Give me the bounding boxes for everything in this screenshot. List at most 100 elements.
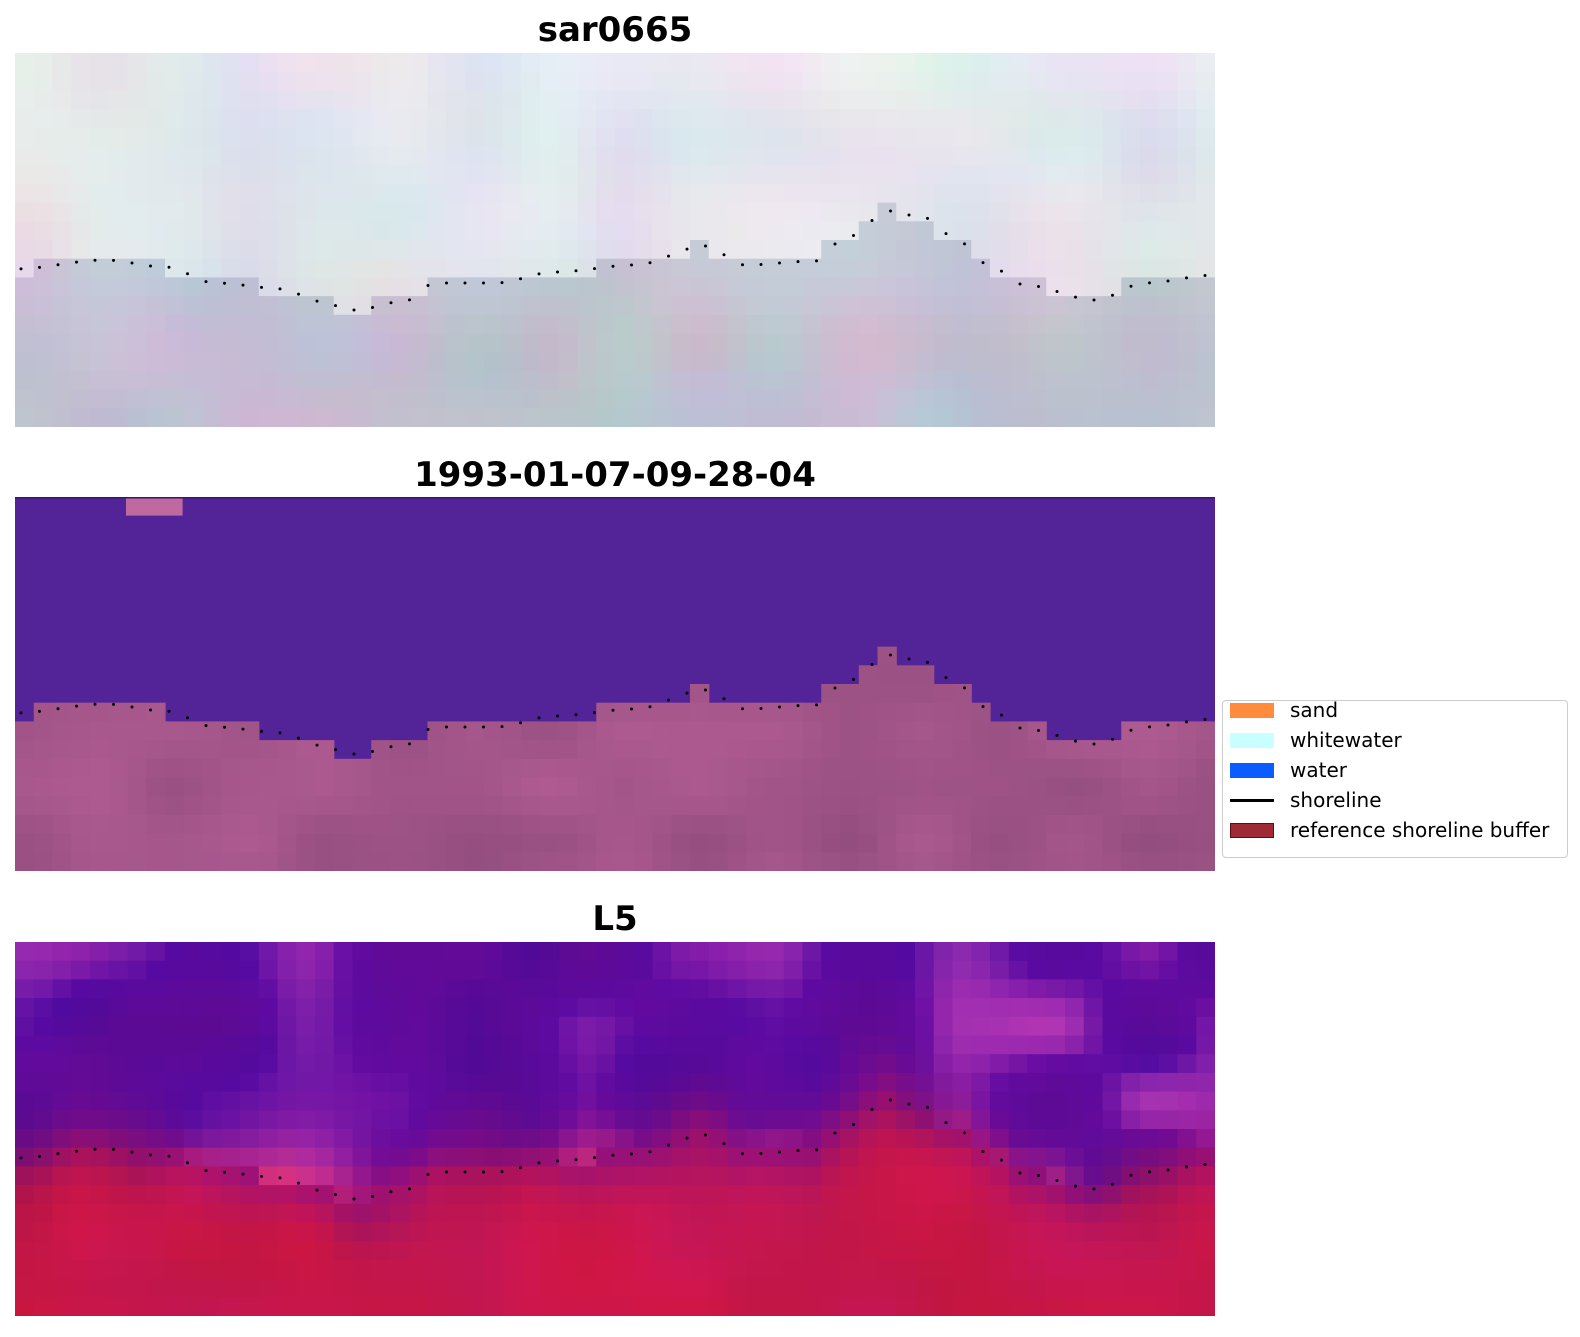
legend-label: whitewater bbox=[1290, 728, 1402, 752]
shoreline-point bbox=[445, 281, 448, 285]
shoreline-point bbox=[611, 1153, 615, 1157]
shoreline-point bbox=[186, 716, 189, 720]
legend-label: shoreline bbox=[1290, 788, 1382, 812]
shoreline-point bbox=[260, 729, 263, 733]
shoreline-point bbox=[556, 1159, 559, 1163]
shoreline-point bbox=[944, 232, 948, 236]
shoreline-point bbox=[926, 216, 929, 220]
shoreline-point bbox=[519, 1166, 522, 1170]
shoreline-point bbox=[833, 242, 837, 246]
legend-item-reference-buffer: reference shoreline buffer bbox=[1230, 817, 1549, 843]
shoreline-point bbox=[1037, 284, 1040, 288]
legend-label: sand bbox=[1290, 698, 1339, 722]
shoreline-point bbox=[223, 725, 226, 729]
shoreline-point bbox=[334, 304, 337, 308]
shoreline-point bbox=[204, 1169, 208, 1173]
shoreline-point bbox=[1092, 1187, 1096, 1191]
shoreline-point bbox=[112, 1147, 115, 1151]
shoreline-point bbox=[112, 258, 115, 262]
shoreline-point bbox=[352, 308, 356, 312]
shoreline-point bbox=[19, 711, 23, 715]
shoreline-point bbox=[389, 1190, 393, 1194]
shoreline-point bbox=[574, 269, 578, 273]
legend-item-water: water bbox=[1230, 757, 1347, 783]
shoreline-point bbox=[19, 267, 23, 271]
legend-label: reference shoreline buffer bbox=[1290, 818, 1550, 842]
shoreline-point bbox=[537, 272, 541, 276]
shoreline-dots bbox=[19, 653, 1207, 756]
shoreline-point bbox=[38, 265, 41, 269]
shoreline-point bbox=[371, 749, 374, 753]
shoreline-point bbox=[130, 261, 134, 265]
legend-label: water bbox=[1290, 758, 1347, 782]
water-swatch bbox=[1230, 762, 1274, 778]
shoreline-point bbox=[667, 698, 670, 702]
shoreline-point bbox=[722, 253, 726, 257]
shoreline-point bbox=[537, 1161, 541, 1165]
shoreline-point bbox=[1203, 1162, 1207, 1166]
shoreline-point bbox=[389, 301, 393, 305]
shoreline-point bbox=[889, 1098, 892, 1102]
shoreline-point bbox=[482, 1170, 485, 1174]
shoreline-point bbox=[1074, 739, 1077, 743]
shoreline-point bbox=[907, 1102, 911, 1106]
shoreline-point bbox=[223, 1170, 226, 1174]
shoreline-point bbox=[1092, 298, 1096, 302]
shoreline-point bbox=[796, 704, 800, 708]
shoreline-point bbox=[260, 285, 263, 289]
shoreline-point bbox=[315, 1188, 319, 1192]
shoreline-point bbox=[704, 1133, 707, 1137]
shoreline-point bbox=[722, 697, 726, 701]
shoreline-point bbox=[260, 1174, 263, 1178]
shoreline-point bbox=[297, 1181, 300, 1185]
shoreline-point bbox=[593, 1156, 596, 1160]
shoreline-point bbox=[1148, 1170, 1151, 1174]
shoreline-point bbox=[1166, 723, 1170, 727]
shoreline-point bbox=[93, 1147, 97, 1151]
shoreline-point bbox=[408, 298, 411, 302]
shoreline-point bbox=[482, 281, 485, 285]
shoreline-point bbox=[648, 261, 652, 265]
shoreline-point bbox=[759, 1151, 763, 1155]
shoreline-point bbox=[445, 725, 448, 729]
shoreline-point bbox=[500, 281, 504, 285]
shoreline-point bbox=[1111, 737, 1114, 741]
shoreline-point bbox=[963, 1131, 966, 1135]
shoreline-point bbox=[926, 1105, 929, 1109]
shoreline-point bbox=[482, 725, 485, 729]
shoreline-point bbox=[796, 1149, 800, 1153]
shoreline-point bbox=[1055, 1179, 1059, 1183]
shoreline-point bbox=[1111, 293, 1114, 297]
shoreline-point bbox=[352, 1197, 356, 1201]
shoreline-point bbox=[630, 263, 633, 267]
shoreline-point bbox=[704, 688, 707, 692]
shoreline-point bbox=[519, 277, 522, 281]
shoreline-point bbox=[667, 1143, 670, 1147]
shoreline-point bbox=[833, 1131, 837, 1135]
shoreline-point bbox=[648, 705, 652, 709]
shoreline-point bbox=[1055, 734, 1059, 738]
shoreline-point bbox=[667, 254, 670, 258]
shoreline-point bbox=[1203, 273, 1207, 277]
shoreline-point bbox=[1111, 1182, 1114, 1186]
shoreline-point bbox=[278, 1176, 282, 1180]
shoreline-point bbox=[815, 259, 818, 263]
shoreline-point bbox=[1018, 726, 1022, 730]
shoreline-point bbox=[556, 270, 559, 274]
panel-title-index: L5 bbox=[592, 899, 638, 939]
shoreline-point bbox=[889, 209, 892, 213]
shoreline-point bbox=[593, 711, 596, 715]
shoreline-point bbox=[1018, 1171, 1022, 1175]
shoreline-point bbox=[463, 281, 467, 285]
shoreline-point bbox=[1074, 295, 1077, 299]
legend-item-sand: sand bbox=[1230, 697, 1338, 723]
shoreline-dots bbox=[19, 1098, 1207, 1201]
shoreline-point bbox=[75, 704, 78, 708]
shoreline-point bbox=[704, 244, 707, 248]
shoreline-point bbox=[1129, 284, 1133, 288]
shoreline-point bbox=[315, 299, 319, 303]
shoreline-point bbox=[38, 1154, 41, 1158]
buffer-swatch bbox=[1230, 822, 1274, 838]
shoreline-point bbox=[297, 736, 300, 740]
shoreline-point bbox=[56, 263, 60, 267]
